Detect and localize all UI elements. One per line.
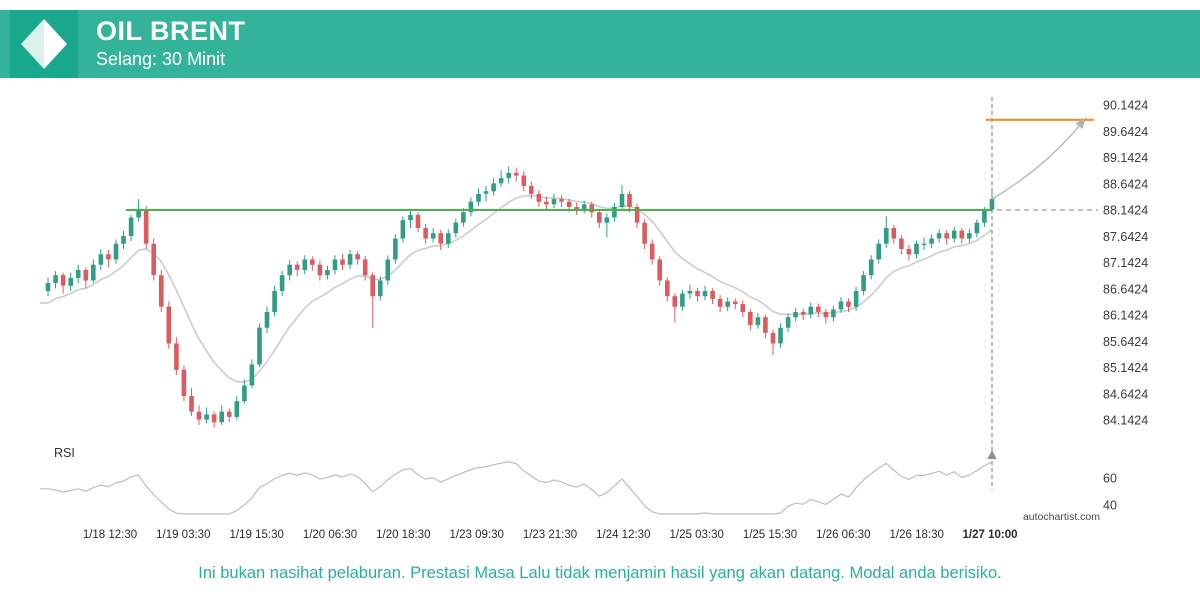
moving-average-line <box>40 194 993 384</box>
svg-text:1/25 03:30: 1/25 03:30 <box>670 529 724 541</box>
svg-text:40: 40 <box>1103 499 1117 513</box>
svg-text:60: 60 <box>1103 472 1117 486</box>
svg-text:88.6424: 88.6424 <box>1103 177 1148 191</box>
rsi-line <box>40 461 993 515</box>
svg-text:1/26 06:30: 1/26 06:30 <box>816 529 870 541</box>
autochartist-logo <box>10 10 78 78</box>
header-text: OIL BRENT Selang: 30 Minit <box>96 15 246 71</box>
watermark-text: autochartist.com <box>1022 511 1100 523</box>
svg-text:89.1424: 89.1424 <box>1103 151 1148 165</box>
y-axis-labels: 90.1424 89.6424 89.1424 88.6424 88.1424 87.64… <box>1103 99 1148 428</box>
svg-text:86.6424: 86.6424 <box>1103 282 1148 296</box>
forecast-path <box>991 117 1087 200</box>
candles <box>45 166 995 428</box>
svg-text:84.1424: 84.1424 <box>1103 414 1148 428</box>
instrument-title: OIL BRENT <box>96 16 246 46</box>
forecast-arrow-icon <box>1075 117 1086 130</box>
svg-text:87.1424: 87.1424 <box>1103 256 1148 270</box>
rsi-axis-labels: 60 40 <box>1103 472 1117 513</box>
interval-subtitle: Selang: 30 Minit <box>96 49 226 69</box>
svg-text:1/20 06:30: 1/20 06:30 <box>303 529 357 541</box>
svg-text:1/20 18:30: 1/20 18:30 <box>376 529 430 541</box>
diamond-logo-icon <box>21 19 67 69</box>
svg-text:1/18 12:30: 1/18 12:30 <box>83 529 137 541</box>
svg-text:86.1424: 86.1424 <box>1103 309 1148 323</box>
svg-text:1/26 18:30: 1/26 18:30 <box>890 529 944 541</box>
rsi-label: RSI <box>54 446 75 460</box>
rsi-up-arrow-icon <box>987 450 997 460</box>
svg-text:84.6424: 84.6424 <box>1103 387 1148 401</box>
svg-text:85.6424: 85.6424 <box>1103 335 1148 349</box>
svg-text:1/27 10:00: 1/27 10:00 <box>963 529 1018 541</box>
svg-text:87.6424: 87.6424 <box>1103 230 1148 244</box>
svg-text:90.1424: 90.1424 <box>1103 99 1148 113</box>
svg-text:88.1424: 88.1424 <box>1103 204 1148 218</box>
svg-text:89.6424: 89.6424 <box>1103 125 1148 139</box>
svg-text:1/19 15:30: 1/19 15:30 <box>230 529 284 541</box>
header-bar: OIL BRENT Selang: 30 Minit <box>0 10 1200 78</box>
svg-text:1/24 12:30: 1/24 12:30 <box>596 529 650 541</box>
svg-text:1/23 21:30: 1/23 21:30 <box>523 529 577 541</box>
svg-text:85.1424: 85.1424 <box>1103 361 1148 375</box>
svg-text:1/19 03:30: 1/19 03:30 <box>156 529 210 541</box>
disclaimer-text: Ini bukan nasihat pelaburan. Prestasi Ma… <box>198 564 1002 582</box>
svg-text:1/25 15:30: 1/25 15:30 <box>743 529 797 541</box>
x-axis-labels: 1/18 12:30 1/19 03:30 1/19 15:30 1/20 06:30… <box>83 529 1018 541</box>
svg-text:1/23 09:30: 1/23 09:30 <box>450 529 504 541</box>
